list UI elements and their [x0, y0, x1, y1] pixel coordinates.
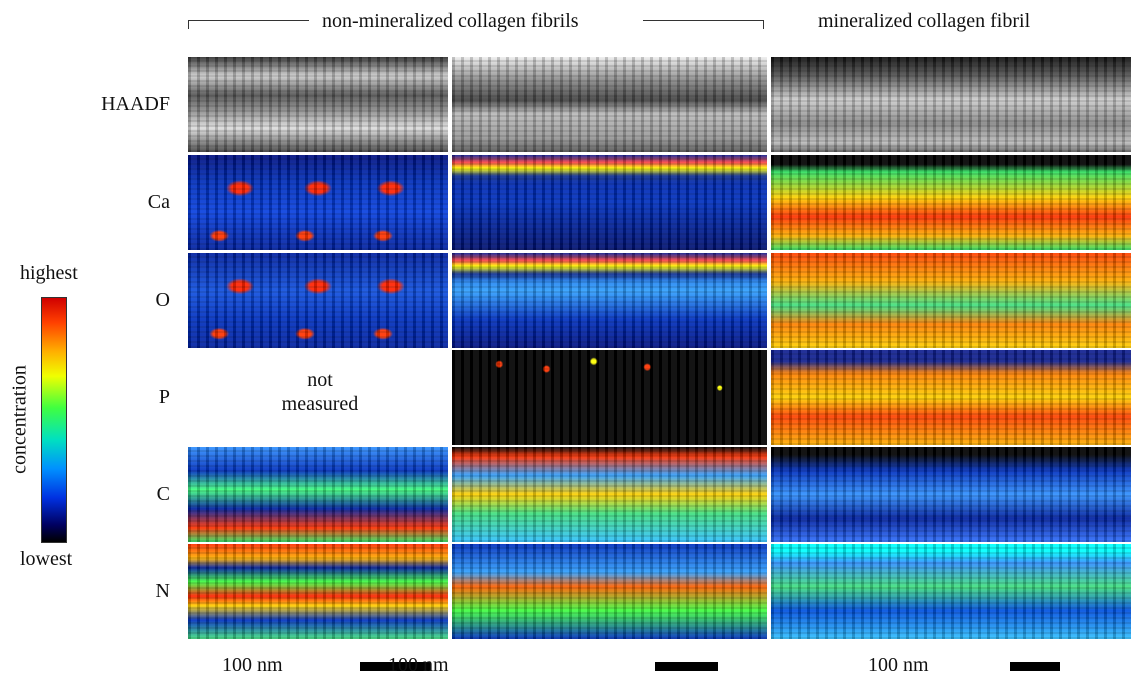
map-image [452, 155, 767, 250]
map-image [771, 350, 1131, 445]
map-image [188, 57, 448, 152]
colorbar-top: highest [20, 262, 78, 285]
row-label: N [70, 580, 170, 603]
bracket-left [188, 20, 309, 29]
map-image [188, 253, 448, 348]
colorbar-bottom: lowest [20, 548, 72, 571]
scale-bar-label: 100 nm [222, 654, 283, 677]
header-right: mineralized collagen fibril [818, 10, 1030, 33]
figure: non-mineralized collagen fibrils mineral… [0, 0, 1131, 682]
map-image [188, 447, 448, 542]
map-image [188, 544, 448, 639]
map-image [452, 57, 767, 152]
not-measured: not measured [270, 368, 370, 416]
row-label: Ca [70, 191, 170, 214]
row-label: C [70, 483, 170, 506]
row-label: HAADF [70, 93, 170, 116]
colorbar-label: concentration [9, 360, 32, 480]
map-image [188, 155, 448, 250]
map-image [771, 253, 1131, 348]
scale-bar-label: 100 nm [388, 654, 449, 677]
scale-bar [655, 662, 718, 671]
bracket-right [643, 20, 764, 29]
map-image [771, 544, 1131, 639]
row-label: O [70, 289, 170, 312]
row-label: P [70, 386, 170, 409]
map-image [771, 447, 1131, 542]
map-image [771, 57, 1131, 152]
map-image [452, 350, 767, 445]
map-image [771, 155, 1131, 250]
map-image [452, 447, 767, 542]
scale-bar [1010, 662, 1060, 671]
map-image [452, 253, 767, 348]
scale-bar-label: 100 nm [868, 654, 929, 677]
map-image [452, 544, 767, 639]
header-left: non-mineralized collagen fibrils [322, 10, 579, 33]
colorbar [41, 297, 67, 543]
